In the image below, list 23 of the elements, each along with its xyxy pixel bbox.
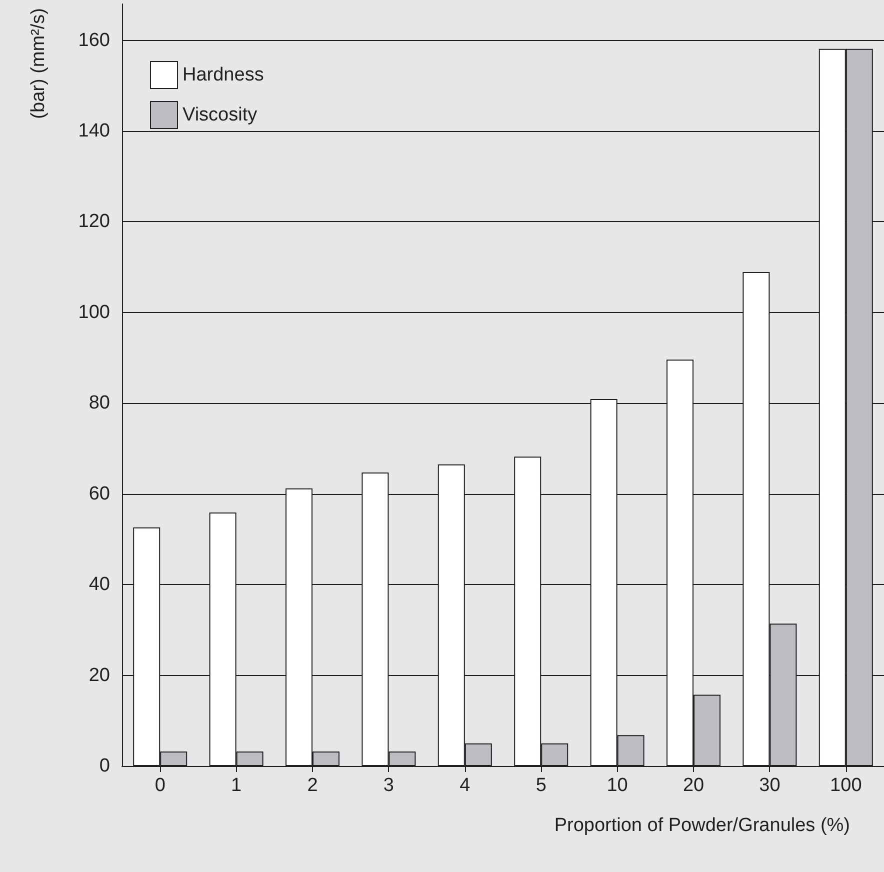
x-tick-label: 3 [383, 775, 394, 796]
legend-label: Hardness [182, 64, 264, 86]
x-tick-label: 100 [830, 775, 862, 796]
y-axis-title: (bar) (mm²/s) [28, 8, 49, 119]
y-tick-label: 0 [99, 756, 110, 776]
y-tick-label: 100 [78, 302, 110, 323]
y-tick-label: 80 [88, 392, 110, 414]
legend-label: Viscosity [182, 104, 258, 126]
x-axis-title: Proportion of Powder/Granules (%) [554, 815, 850, 836]
x-tick-label: 4 [460, 775, 471, 796]
x-tick-label: 10 [606, 775, 628, 796]
x-tick-label: 1 [231, 775, 242, 796]
y-tick-label: 20 [88, 664, 110, 686]
y-tick-label: 120 [78, 211, 110, 232]
x-tick-label: 30 [759, 775, 780, 796]
x-tick-label: 2 [307, 775, 318, 796]
x-tick-label: 0 [154, 775, 166, 796]
y-tick-label: 140 [78, 120, 110, 142]
y-tick-label: 60 [88, 483, 110, 504]
y-tick-label: 160 [78, 30, 110, 51]
y-tick-label: 40 [88, 574, 110, 596]
x-tick-label: 5 [536, 775, 546, 796]
x-tick-label: 20 [682, 775, 704, 796]
